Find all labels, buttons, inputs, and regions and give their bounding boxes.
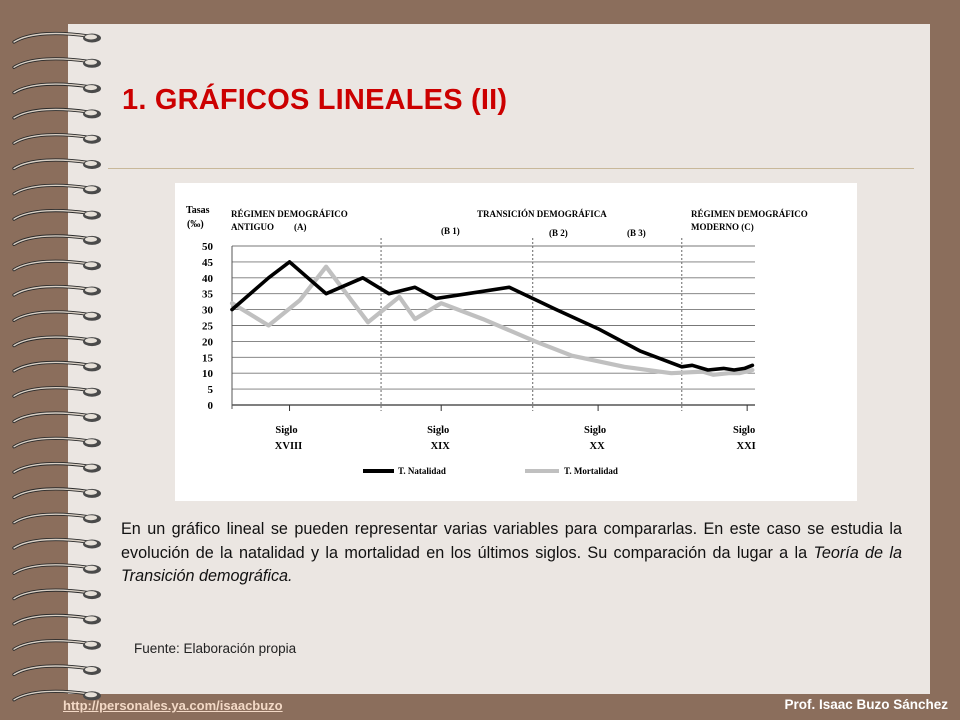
spiral-ring-24: [12, 613, 101, 626]
phase-a-title-line2: ANTIGUO: [231, 222, 274, 232]
legend-natalidad-label: T. Natalidad: [398, 466, 446, 476]
spiral-ring-2: [12, 57, 101, 69]
y-tick-label-15: 15: [202, 352, 214, 364]
chart-container: Tasas (‰) RÉGIMEN DEMOGRÁFICO ANTIGUO (A…: [175, 183, 857, 501]
phase-b2-label: (B 2): [549, 228, 568, 238]
x-tick-label-2-line2: XIX: [431, 441, 451, 452]
y-tick-label-10: 10: [202, 368, 214, 380]
spiral-ring-15: [12, 386, 101, 398]
phase-c-title-line1: RÉGIMEN DEMOGRÁFICO: [691, 209, 808, 219]
slide-body-text: En un gráfico lineal se pueden represent…: [121, 518, 902, 589]
spiral-ring-26: [12, 664, 101, 677]
x-tick-label-3-line2: XX: [590, 441, 606, 452]
chart-series: [229, 260, 755, 377]
spiral-ring-19: [12, 487, 101, 499]
spiral-ring-23: [12, 588, 101, 601]
title-divider: [108, 168, 914, 169]
series-line-natalidad: [230, 260, 755, 372]
spiral-ring-22: [12, 563, 101, 575]
spiral-ring-10: [12, 259, 101, 272]
x-axis-ticks: Siglo XVIII Siglo XIX Siglo XX Siglo XXI: [275, 405, 756, 452]
spiral-ring-14: [12, 360, 101, 373]
spiral-ring-25: [12, 639, 101, 651]
spiral-ring-11: [12, 284, 101, 297]
spiral-ring-20: [12, 512, 101, 525]
y-axis-ticks: 0 5 10 15 20 25 30 35 40 45 50: [202, 241, 214, 412]
chart-gridlines: [231, 245, 755, 409]
footer-author: Prof. Isaac Buzo Sánchez: [784, 697, 948, 712]
x-tick-label-4-line1: Siglo: [733, 425, 755, 436]
slide-title: 1. GRÁFICOS LINEALES (II): [122, 84, 508, 116]
x-tick-label-1-line1: Siglo: [275, 425, 297, 436]
x-tick-label-4-line2: XXI: [737, 441, 756, 452]
body-text-main: En un gráfico lineal se pueden represent…: [121, 520, 902, 562]
spiral-ring-16: [12, 411, 101, 424]
spiral-ring-8: [12, 209, 101, 221]
body-text-italic: Teoría de la Transición demográfica.: [121, 543, 902, 586]
spiral-ring-21: [12, 537, 101, 550]
spiral-ring-27: [12, 689, 101, 702]
y-tick-label-50: 50: [202, 241, 214, 253]
x-tick-label-1-line2: XVIII: [275, 441, 302, 452]
phase-b-title: TRANSICIÓN DEMOGRÁFICA: [477, 209, 607, 219]
y-tick-label-35: 35: [202, 289, 214, 301]
spiral-ring-3: [12, 82, 101, 95]
spiral-ring-17: [12, 436, 101, 449]
notebook-spiral-binding: [12, 31, 101, 702]
y-axis-label-line2: (‰): [187, 219, 204, 230]
phase-dividers: [380, 238, 683, 411]
phase-b1-label: (B 1): [441, 226, 460, 236]
x-tick-label-2-line1: Siglo: [427, 425, 449, 436]
spiral-ring-9: [12, 234, 101, 246]
spiral-ring-7: [12, 183, 101, 196]
line-chart: Tasas (‰) RÉGIMEN DEMOGRÁFICO ANTIGUO (A…: [186, 205, 808, 476]
spiral-ring-1: [12, 31, 101, 44]
spiral-ring-13: [12, 335, 101, 348]
spiral-ring-18: [12, 462, 101, 474]
y-tick-label-40: 40: [202, 273, 214, 285]
y-tick-label-0: 0: [208, 400, 214, 412]
spiral-ring-4: [12, 107, 101, 120]
phase-a-title-line1: RÉGIMEN DEMOGRÁFICO: [231, 209, 348, 219]
spiral-ring-12: [12, 310, 101, 322]
spiral-ring-6: [12, 158, 101, 171]
series-line-mortalidad: [229, 264, 755, 377]
legend-mortalidad-label: T. Mortalidad: [564, 466, 618, 476]
source-note: Fuente: Elaboración propia: [134, 641, 297, 656]
y-tick-label-25: 25: [202, 321, 214, 333]
footer-website-link[interactable]: http://personales.ya.com/isaacbuzo: [63, 698, 283, 713]
x-tick-label-3-line1: Siglo: [584, 425, 606, 436]
phase-b3-label: (B 3): [627, 228, 646, 238]
phase-c-title-line2: MODERNO (C): [691, 222, 754, 232]
y-tick-label-20: 20: [202, 336, 214, 348]
y-tick-label-45: 45: [202, 257, 214, 269]
spiral-ring-5: [12, 133, 101, 145]
y-tick-label-30: 30: [202, 305, 214, 317]
y-tick-label-5: 5: [208, 384, 214, 396]
y-axis-label-line1: Tasas: [186, 205, 210, 216]
phase-a-code: (A): [294, 222, 307, 232]
